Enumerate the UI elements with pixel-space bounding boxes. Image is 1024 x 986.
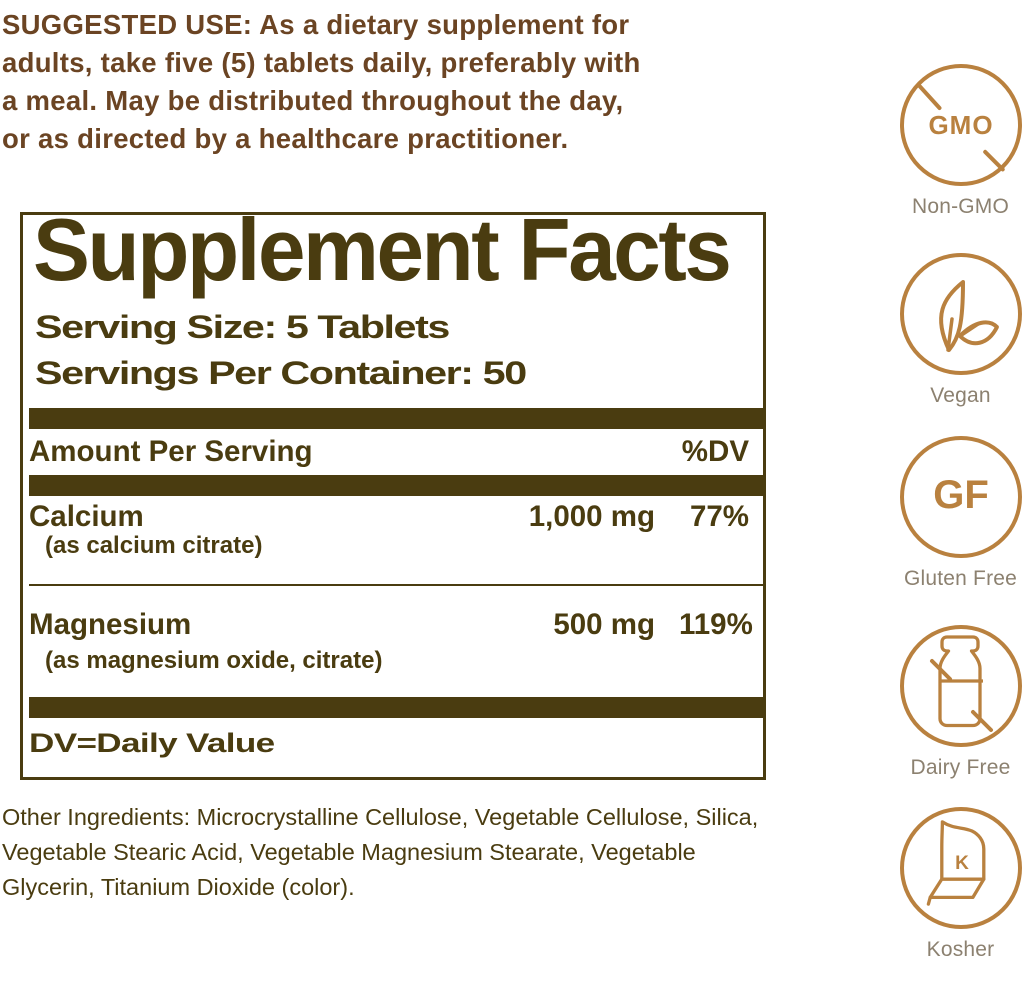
svg-text:GMO: GMO xyxy=(928,110,993,140)
svg-text:K: K xyxy=(955,853,969,874)
svg-text:GF: GF xyxy=(933,473,989,517)
